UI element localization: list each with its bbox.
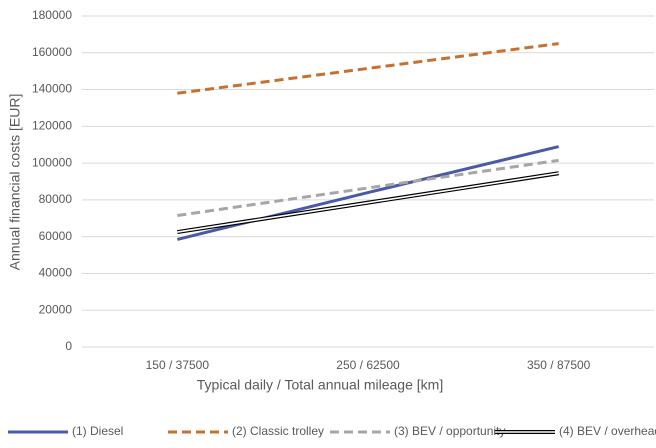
y-tick-label: 80000 bbox=[39, 192, 73, 206]
y-tick-label: 0 bbox=[65, 339, 72, 353]
y-tick-label: 100000 bbox=[32, 155, 72, 169]
y-axis-title: Annual financial costs [EUR] bbox=[7, 94, 23, 271]
y-tick-label: 120000 bbox=[32, 119, 72, 133]
y-tick-label: 40000 bbox=[39, 266, 73, 280]
x-tick-label: 250 / 62500 bbox=[336, 358, 400, 372]
legend-label: (2) Classic trolley bbox=[232, 424, 324, 438]
y-tick-label: 20000 bbox=[39, 302, 73, 316]
legend-label: (3) BEV / opportunity bbox=[394, 424, 505, 438]
line-series bbox=[177, 158, 559, 218]
line-series bbox=[176, 145, 560, 241]
y-tick-label: 180000 bbox=[32, 8, 72, 22]
x-tick-label: 150 / 37500 bbox=[146, 358, 210, 372]
line-series bbox=[177, 42, 559, 95]
legend-label: (4) BEV / overhead bbox=[559, 424, 656, 438]
y-tick-label: 140000 bbox=[32, 82, 72, 96]
line-series-inner bbox=[177, 172, 559, 233]
x-tick-label: 350 / 87500 bbox=[527, 358, 591, 372]
y-tick-label: 160000 bbox=[32, 45, 72, 59]
x-axis-title: Typical daily / Total annual mileage [km… bbox=[197, 377, 443, 393]
legend-label: (1) Diesel bbox=[72, 424, 123, 438]
y-tick-label: 60000 bbox=[39, 229, 73, 243]
